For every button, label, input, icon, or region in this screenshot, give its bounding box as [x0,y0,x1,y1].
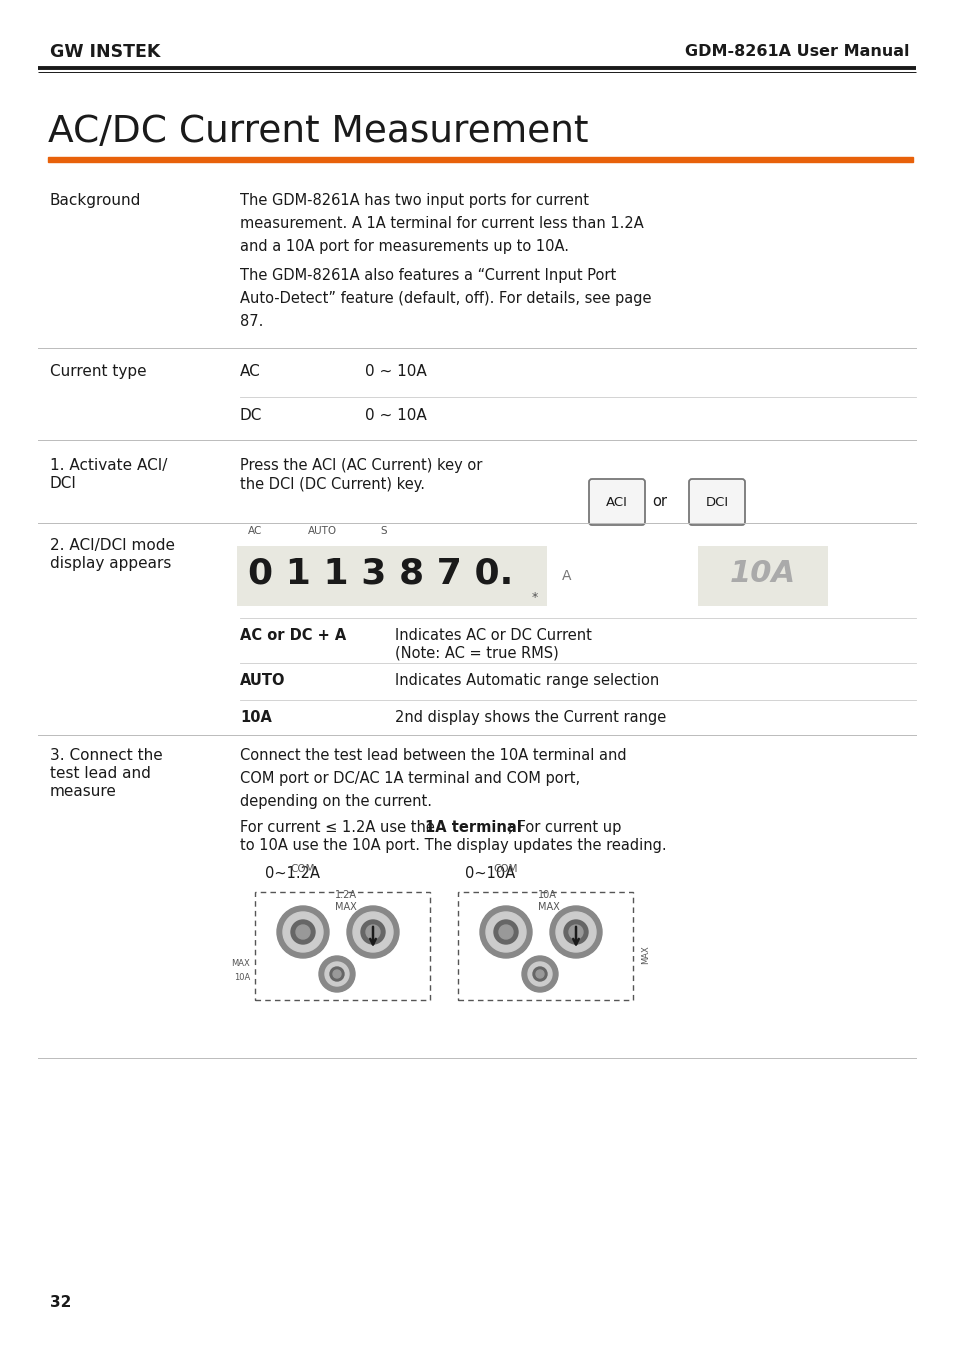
Text: A: A [561,568,571,583]
Circle shape [330,967,344,981]
Text: GDM-8261A User Manual: GDM-8261A User Manual [685,45,909,59]
Text: AUTO: AUTO [240,674,285,688]
Text: measure: measure [50,784,117,799]
Text: Press the ACI (AC Current) key or: Press the ACI (AC Current) key or [240,458,482,472]
Text: Background: Background [50,193,141,208]
Text: MAX: MAX [335,902,356,913]
Text: 1A terminal: 1A terminal [424,819,521,836]
Text: 0~10A: 0~10A [464,865,515,882]
Circle shape [318,956,355,992]
Circle shape [563,919,587,944]
Text: 10A: 10A [233,973,250,981]
Text: to 10A use the 10A port. The display updates the reading.: to 10A use the 10A port. The display upd… [240,838,666,853]
Text: 0 1 1 3 8 7 0.: 0 1 1 3 8 7 0. [248,558,513,591]
Text: 3. Connect the: 3. Connect the [50,748,163,763]
Circle shape [536,971,543,977]
Text: The GDM-8261A has two input ports for current
measurement. A 1A terminal for cur: The GDM-8261A has two input ports for cu… [240,193,643,254]
Text: Connect the test lead between the 10A terminal and
COM port or DC/AC 1A terminal: Connect the test lead between the 10A te… [240,748,626,809]
Circle shape [291,919,314,944]
Circle shape [360,919,385,944]
Circle shape [556,913,596,952]
Text: ACI: ACI [605,495,627,509]
Text: display appears: display appears [50,556,172,571]
Text: Indicates AC or DC Current: Indicates AC or DC Current [395,628,591,643]
Text: MAX: MAX [537,902,559,913]
Text: AC/DC Current Measurement: AC/DC Current Measurement [48,113,588,150]
Text: 32: 32 [50,1295,71,1309]
Circle shape [550,906,601,958]
Circle shape [325,963,349,986]
Circle shape [353,913,393,952]
Text: ; For current up: ; For current up [507,819,620,836]
Text: For current ≤ 1.2A use the: For current ≤ 1.2A use the [240,819,439,836]
Text: 10A: 10A [537,890,557,900]
Circle shape [347,906,398,958]
FancyBboxPatch shape [688,479,744,525]
Text: GW INSTEK: GW INSTEK [50,43,160,61]
Text: The GDM-8261A also features a “Current Input Port
Auto-Detect” feature (default,: The GDM-8261A also features a “Current I… [240,269,651,328]
Circle shape [366,925,379,940]
Text: MAX: MAX [640,945,649,964]
Circle shape [295,925,310,940]
Circle shape [333,971,340,977]
Circle shape [498,925,513,940]
Text: 2nd display shows the Current range: 2nd display shows the Current range [395,710,665,725]
Text: 1. Activate ACI/: 1. Activate ACI/ [50,458,167,472]
Text: 0~1.2A: 0~1.2A [265,865,319,882]
Circle shape [527,963,552,986]
Text: S: S [379,526,386,536]
Text: 2. ACI/DCI mode: 2. ACI/DCI mode [50,539,174,553]
Text: the DCI (DC Current) key.: the DCI (DC Current) key. [240,477,424,491]
Bar [236,545,546,606]
Text: AC or DC + A: AC or DC + A [240,628,346,643]
Text: MAX: MAX [231,958,250,968]
Circle shape [521,956,558,992]
Text: or: or [652,494,667,509]
Text: DC: DC [240,408,262,423]
Circle shape [533,967,546,981]
Circle shape [494,919,517,944]
Bar [698,545,827,606]
Circle shape [485,913,525,952]
Circle shape [479,906,532,958]
Text: DCI: DCI [704,495,728,509]
Text: COM: COM [494,864,517,873]
Circle shape [568,925,582,940]
Text: test lead and: test lead and [50,765,151,782]
Text: Current type: Current type [50,364,147,379]
Text: (Note: AC = true RMS): (Note: AC = true RMS) [395,647,558,662]
Text: AUTO: AUTO [308,526,336,536]
Text: AC: AC [240,364,260,379]
Text: AC: AC [248,526,262,536]
Text: DCI: DCI [50,477,77,491]
Text: COM: COM [291,864,314,873]
Text: 10A: 10A [729,559,795,589]
Text: *: * [532,591,537,603]
FancyBboxPatch shape [588,479,644,525]
Text: 1.2A: 1.2A [335,890,356,900]
Circle shape [276,906,329,958]
Circle shape [283,913,323,952]
Text: Indicates Automatic range selection: Indicates Automatic range selection [395,674,659,688]
Text: 10A: 10A [240,710,272,725]
Text: 0 ~ 10A: 0 ~ 10A [365,364,426,379]
Text: 0 ~ 10A: 0 ~ 10A [365,408,426,423]
Bar [48,157,912,162]
